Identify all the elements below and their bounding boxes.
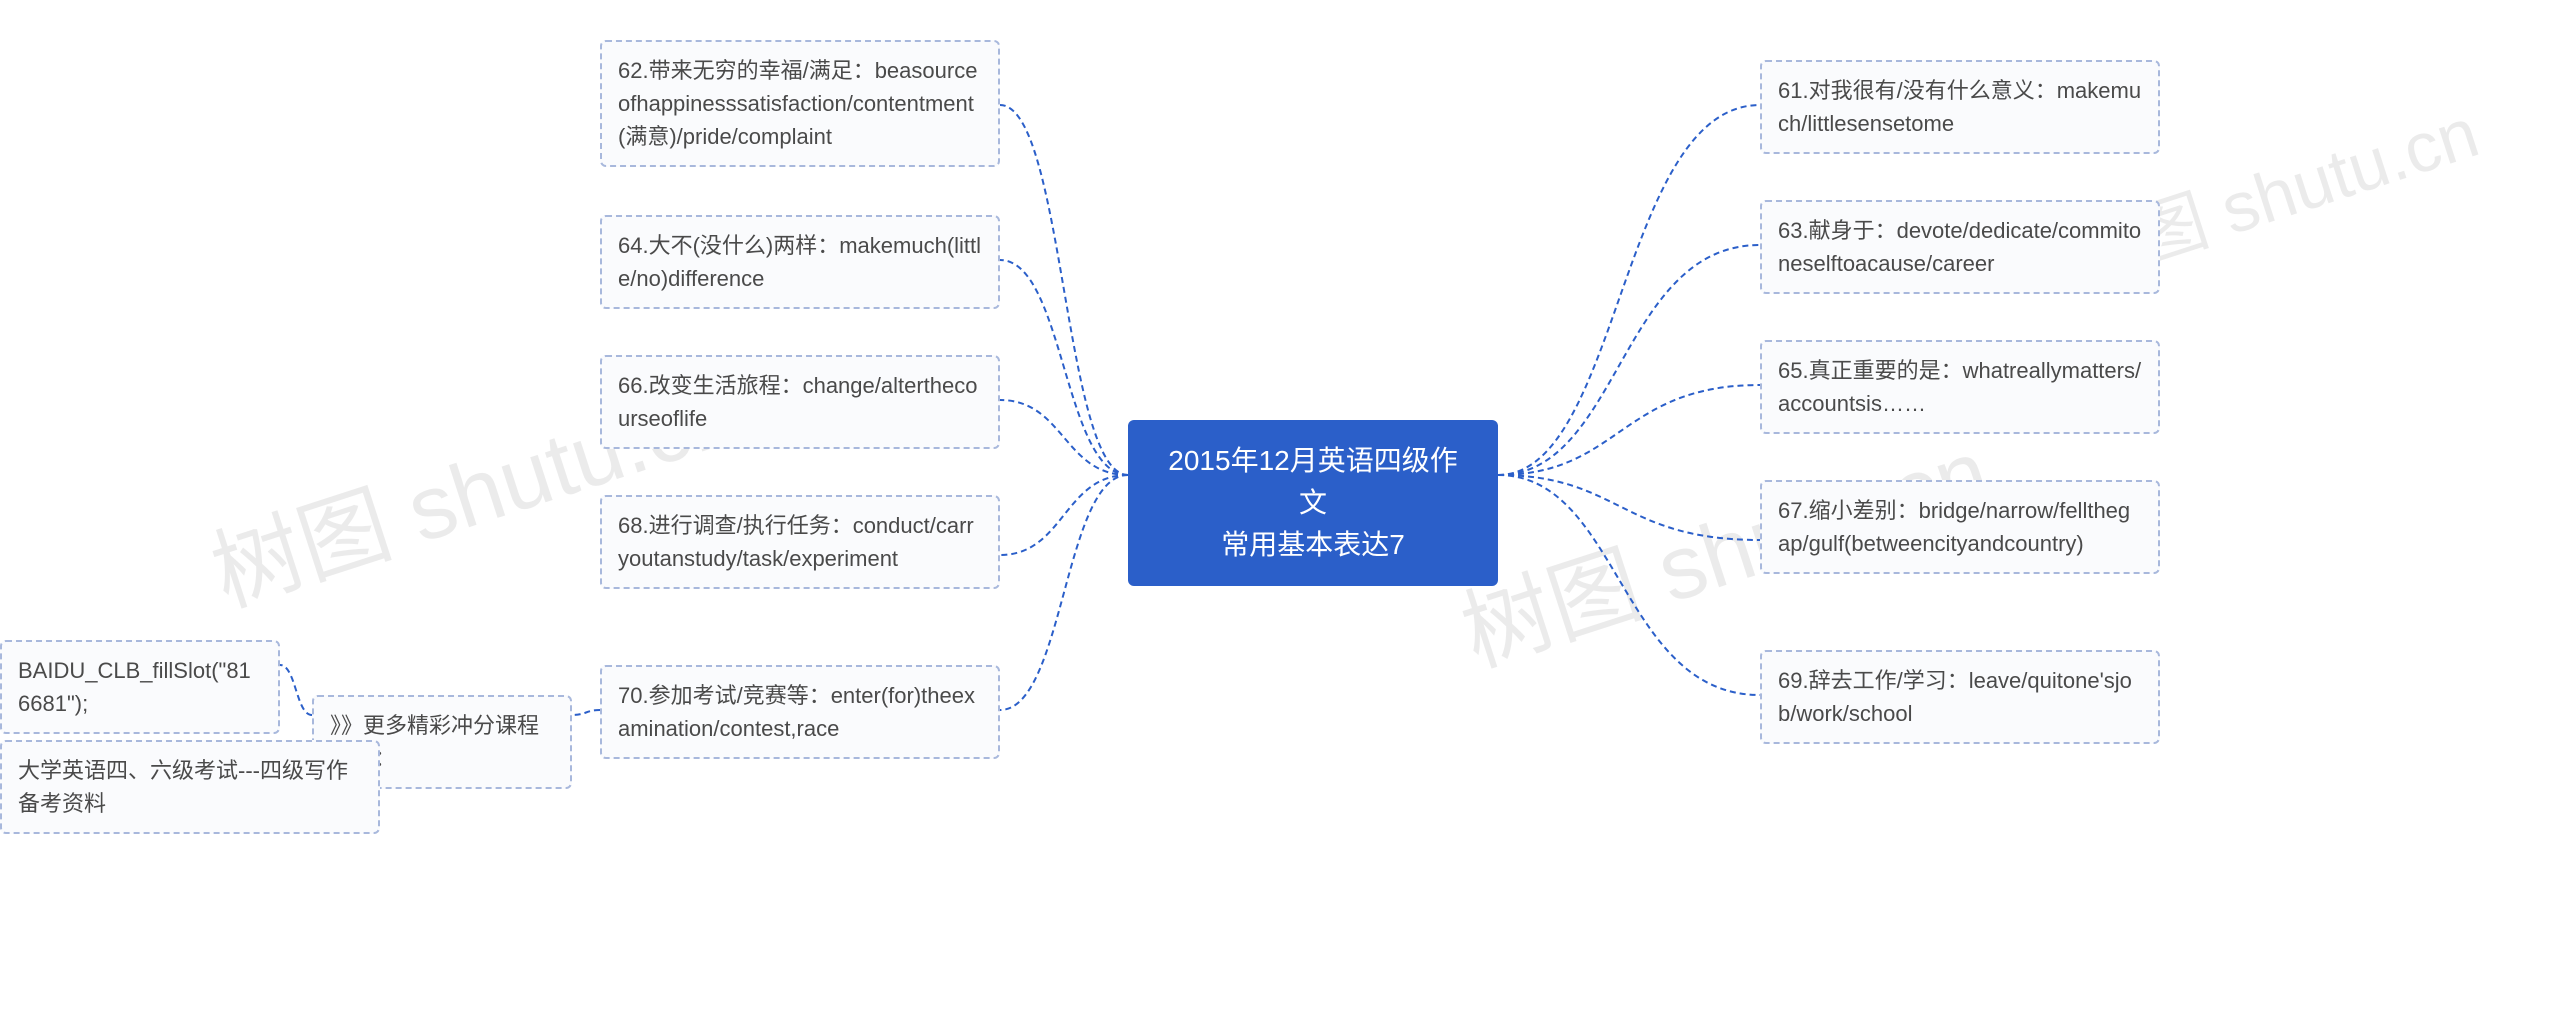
connector [1498, 245, 1760, 475]
leaf-node-right-1: 63.献身于：devote/dedicate/commitoneselftoac… [1760, 200, 2160, 294]
leaf-node-right-3: 67.缩小差别：bridge/narrow/fellthegap/gulf(be… [1760, 480, 2160, 574]
leaf-node-right-2: 65.真正重要的是：whatreallymatters/accountsis…… [1760, 340, 2160, 434]
connector [1498, 385, 1760, 475]
center-title-line2: 常用基本表达7 [1221, 529, 1405, 560]
connector [1498, 475, 1760, 695]
leaf-node-left-4: 70.参加考试/竞赛等：enter(for)theexamination/con… [600, 665, 1000, 759]
leaf-node-left-2: 66.改变生活旅程：change/alterthecourseoflife [600, 355, 1000, 449]
leaf-node-left-3: 68.进行调查/执行任务：conduct/carryoutanstudy/tas… [600, 495, 1000, 589]
connector [1000, 260, 1128, 475]
connector [280, 665, 312, 715]
leaf-node-left-1: 64.大不(没什么)两样：makemuch(little/no)differen… [600, 215, 1000, 309]
leaf-node-right-0: 61.对我很有/没有什么意义：makemuch/littlesensetome [1760, 60, 2160, 154]
connector [1000, 105, 1128, 475]
leaf-node-left-0: 62.带来无穷的幸福/满足：beasourceofhappinesssatisf… [600, 40, 1000, 167]
connector [1000, 475, 1128, 710]
connector [1498, 475, 1760, 540]
connector [1498, 105, 1760, 475]
leaf-node-right-4: 69.辞去工作/学习：leave/quitone'sjob/work/schoo… [1760, 650, 2160, 744]
center-node: 2015年12月英语四级作文 常用基本表达7 [1128, 420, 1498, 586]
connector [1000, 400, 1128, 475]
center-title-line1: 2015年12月英语四级作文 [1168, 445, 1457, 518]
connector [1000, 475, 1128, 555]
subsub-node-1: 大学英语四、六级考试---四级写作备考资料 [0, 740, 380, 834]
connector [572, 710, 600, 715]
subsub-node-0: BAIDU_CLB_fillSlot("816681"); [0, 640, 280, 734]
